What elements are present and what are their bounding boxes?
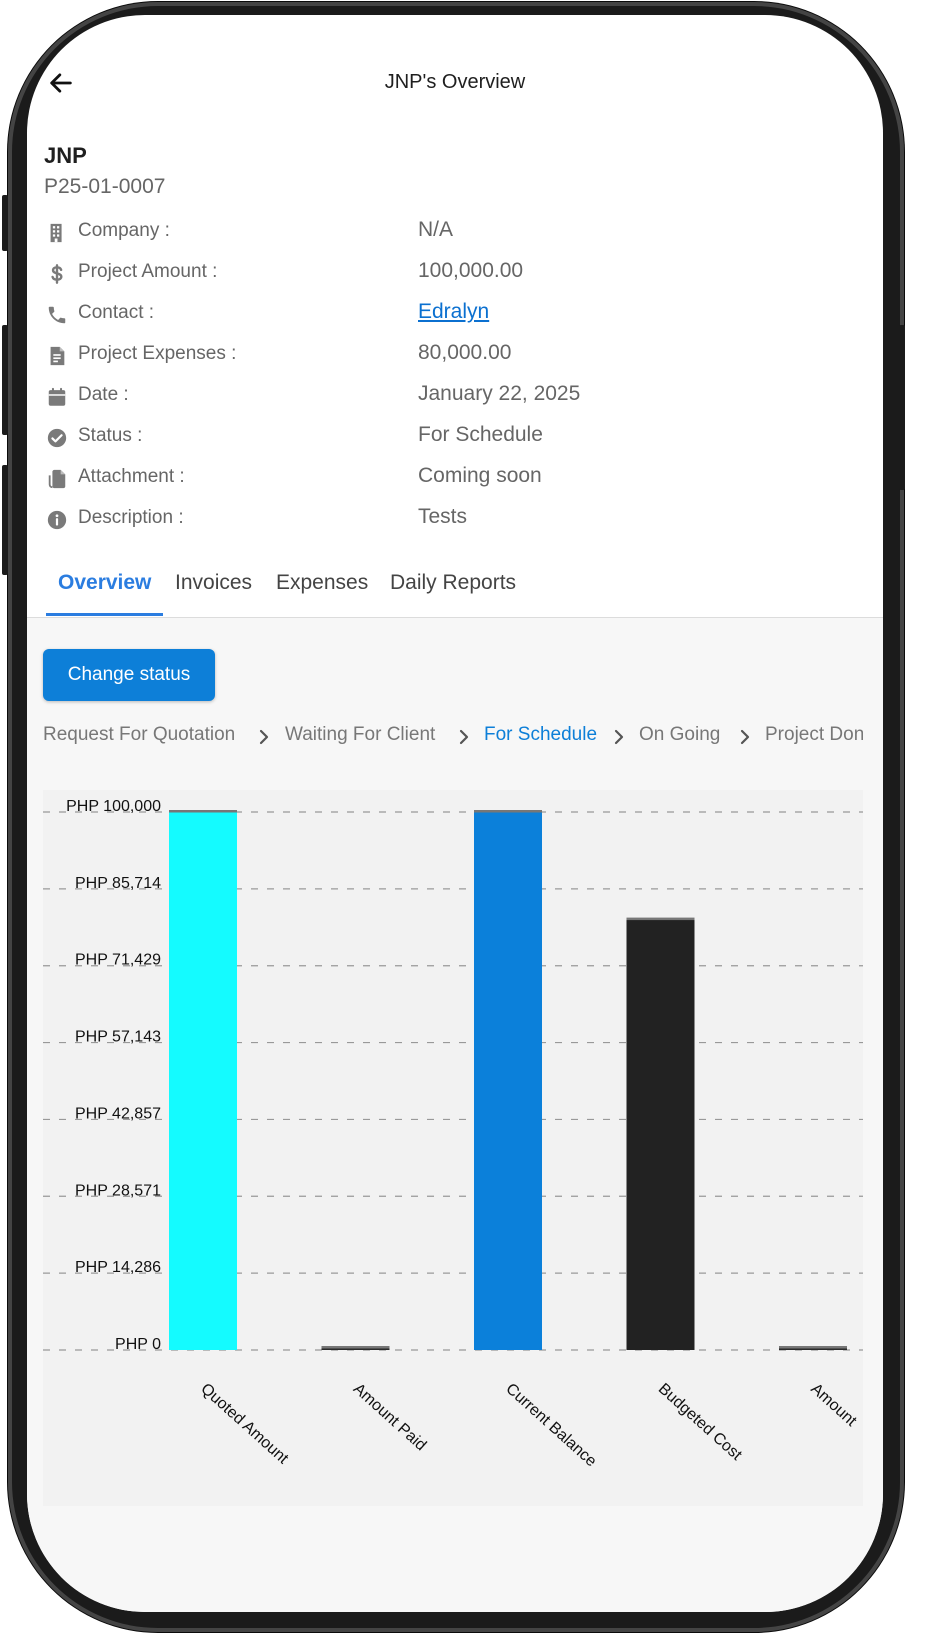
step-waiting-for-client[interactable]: Waiting For Client [285,724,436,745]
step-for-schedule[interactable]: For Schedule [484,724,598,745]
y-tick-label: PHP 100,000 [66,798,161,815]
chevron-right-icon [614,729,624,745]
phone-side-button [2,195,8,251]
info-row-status: Status : For Schedule [44,423,864,453]
info-row-project-expenses: Project Expenses : 80,000.00 [44,341,864,371]
phone-side-button [899,325,905,490]
y-tick-label: PHP 71,429 [75,952,161,969]
calendar-icon [48,387,66,406]
chart-bar [321,1348,390,1350]
chart-bar [626,919,695,1350]
description-label: Description : [78,507,184,528]
project-amount-label: Project Amount : [78,261,218,282]
app-header: JNP's Overview [27,15,883,135]
chevron-right-icon [459,729,469,745]
project-name: JNP [44,143,87,168]
bar-top-edge [321,1346,390,1349]
x-category-label: Amount Paid [350,1380,429,1454]
status-label: Status : [78,425,143,446]
tab-overview[interactable]: Overview [58,571,152,594]
dollar-icon [51,264,63,284]
project-expenses-value: 80,000.00 [418,341,512,364]
arrow-left-icon [50,73,72,93]
chart-bar [169,812,237,1350]
y-tick-label: PHP 0 [115,1336,161,1353]
contact-link[interactable]: Edralyn [418,300,490,323]
bar-top-edge [626,917,695,921]
document-icon [50,346,65,366]
attachment-label: Attachment : [78,466,185,487]
info-row-attachment: Attachment : Coming soon [44,464,864,494]
y-tick-label: PHP 42,857 [75,1105,161,1122]
chart-bar [474,812,542,1350]
building-icon [50,223,62,243]
chevron-right-icon [740,729,750,745]
step-on-going[interactable]: On Going [639,724,721,745]
y-tick-label: PHP 28,571 [75,1182,161,1199]
description-value: Tests [418,505,468,528]
x-category-label: Quoted Amount [197,1380,291,1467]
chart-bar [779,1348,847,1350]
bar-top-edge [169,810,237,813]
check-circle-icon [47,428,67,448]
y-tick-label: PHP 14,286 [75,1259,161,1276]
project-amount-value: 100,000.00 [418,259,524,282]
y-tick-label: PHP 85,714 [75,875,161,892]
x-category-label: Amount [807,1380,860,1430]
overview-chart: PHP 0 PHP 14,286 PHP 28,571 PHP 42,857 PHP 5… [43,790,863,1506]
status-value: For Schedule [418,423,543,446]
info-row-project-amount: Project Amount : 100,000.00 [44,259,864,289]
phone-side-button [2,465,8,575]
attachment-value: Coming soon [418,464,542,487]
tab-daily-reports[interactable]: Daily Reports [390,571,517,594]
app-screen: JNP's Overview JNP P25-01-0007 Company :… [27,15,883,1612]
tab-bar: Overview Invoices Expenses Daily Reports [27,561,883,618]
project-code: P25-01-0007 [44,175,166,198]
chevron-right-icon [259,729,269,745]
company-value: N/A [418,218,454,241]
info-row-date: Date : January 22, 2025 [44,382,864,412]
active-tab-indicator [46,613,163,616]
x-category-label: Current Balance [502,1380,599,1470]
date-label: Date : [78,384,129,405]
status-stepper: Request For Quotation Waiting For Client… [43,724,863,754]
info-row-description: Description : Tests [44,505,864,535]
phone-icon [48,306,66,324]
tab-expenses[interactable]: Expenses [276,571,369,594]
info-row-contact: Contact : Edralyn [44,300,864,330]
bar-top-edge [779,1346,847,1349]
attachment-icon [48,469,66,489]
info-row-company: Company : N/A [44,218,864,248]
overview-panel: Change status Request For Quotation Wait… [27,618,883,1612]
date-value: January 22, 2025 [418,382,581,405]
back-button[interactable] [43,65,79,101]
bar-chart: PHP 0 PHP 14,286 PHP 28,571 PHP 42,857 PHP 5… [43,798,863,1470]
page-title: JNP's Overview [384,71,526,93]
tab-invoices[interactable]: Invoices [175,571,253,594]
phone-side-button [2,325,8,435]
step-project-done[interactable]: Project Done [765,724,863,745]
company-label: Company : [78,220,170,241]
change-status-button[interactable]: Change status [43,649,215,701]
info-icon [47,510,67,530]
bar-top-edge [474,810,542,813]
x-category-label: Budgeted Cost [655,1380,745,1464]
y-tick-label: PHP 57,143 [75,1029,161,1046]
project-expenses-label: Project Expenses : [78,343,237,364]
step-request-for-quotation[interactable]: Request For Quotation [43,724,236,745]
contact-label: Contact : [78,302,155,323]
